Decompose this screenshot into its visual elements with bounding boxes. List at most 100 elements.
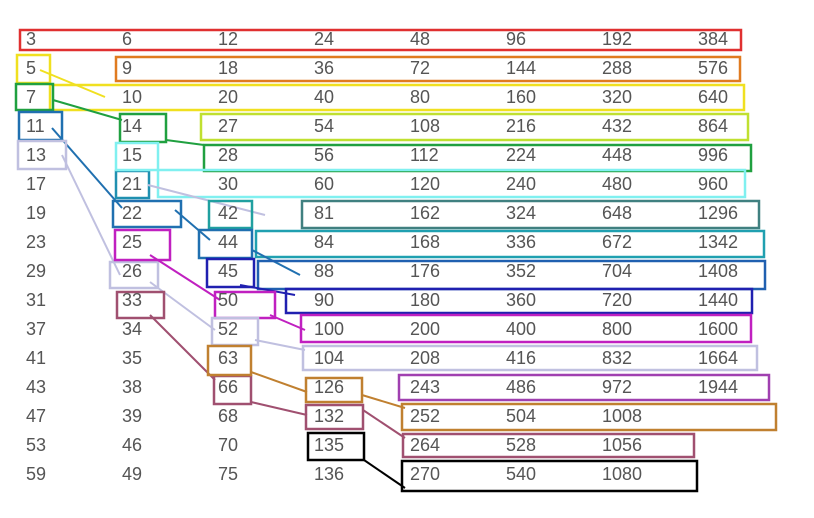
cell: 162 (410, 203, 440, 223)
cell: 704 (602, 261, 632, 281)
connector (149, 314, 216, 381)
connector (174, 209, 211, 241)
cell: 21 (122, 174, 142, 194)
cell: 53 (26, 435, 46, 455)
cell: 176 (410, 261, 440, 281)
box (18, 28, 743, 52)
cell: 960 (698, 174, 728, 194)
box (306, 431, 366, 462)
cell: 10 (122, 87, 142, 107)
box (16, 139, 68, 171)
connector (39, 69, 106, 98)
cell: 11 (26, 116, 45, 136)
cell: 352 (506, 261, 536, 281)
box (108, 260, 160, 290)
cell: 720 (602, 290, 632, 310)
cell: 26 (122, 261, 142, 281)
cell: 270 (410, 464, 440, 484)
cell: 104 (314, 348, 344, 368)
box (207, 199, 254, 230)
connector (254, 339, 306, 351)
cell: 448 (602, 145, 632, 165)
cell: 432 (602, 116, 632, 136)
cell: 17 (26, 174, 46, 194)
cell: 14 (122, 116, 142, 136)
cell: 33 (122, 290, 142, 310)
box (304, 403, 365, 431)
cell: 90 (314, 290, 334, 310)
cell: 9 (122, 58, 132, 78)
cell: 46 (122, 435, 142, 455)
cell: 80 (410, 87, 430, 107)
cell: 1008 (602, 406, 642, 426)
cell: 42 (218, 203, 238, 223)
cell: 136 (314, 464, 344, 484)
cell: 37 (26, 319, 46, 339)
cell: 38 (122, 377, 142, 397)
cell: 160 (506, 87, 536, 107)
box (206, 344, 253, 377)
cell: 1664 (698, 348, 738, 368)
cell: 13 (26, 145, 46, 165)
box (401, 432, 696, 459)
cell: 400 (506, 319, 536, 339)
cell: 60 (314, 174, 334, 194)
cell: 31 (26, 290, 46, 310)
cell: 47 (26, 406, 46, 426)
cell: 168 (410, 232, 440, 252)
cell: 1944 (698, 377, 738, 397)
connector (149, 254, 221, 301)
cell: 3 (26, 29, 36, 49)
cell: 59 (26, 464, 46, 484)
cell: 40 (314, 87, 334, 107)
box (299, 313, 753, 344)
connector (250, 401, 308, 416)
cell: 23 (26, 232, 46, 252)
cell: 41 (26, 348, 46, 368)
cell: 39 (122, 406, 142, 426)
box (400, 402, 778, 432)
box (199, 112, 750, 142)
connector (250, 371, 308, 393)
connector (362, 409, 406, 439)
cell: 200 (410, 319, 440, 339)
cell: 243 (410, 377, 440, 397)
cell: 81 (314, 203, 334, 223)
cell: 88 (314, 261, 334, 281)
connector (165, 139, 205, 146)
cell: 132 (314, 406, 344, 426)
cell: 50 (218, 290, 238, 310)
cell: 120 (410, 174, 440, 194)
cell: 52 (218, 319, 238, 339)
box (113, 228, 172, 262)
cell: 96 (506, 29, 526, 49)
connector (149, 281, 216, 331)
box (284, 287, 754, 315)
cell: 384 (698, 29, 728, 49)
cell: 416 (506, 348, 536, 368)
cell: 70 (218, 435, 238, 455)
cell: 864 (698, 116, 728, 136)
box (202, 143, 753, 173)
cell: 216 (506, 116, 536, 136)
cell: 100 (314, 319, 344, 339)
cell: 320 (602, 87, 632, 107)
cell: 1056 (602, 435, 642, 455)
box (205, 257, 256, 289)
cell: 224 (506, 145, 536, 165)
box (397, 373, 771, 402)
box (400, 459, 699, 493)
cell: 28 (218, 145, 238, 165)
cell: 20 (218, 87, 238, 107)
cell: 63 (218, 348, 238, 368)
cell: 12 (218, 29, 238, 49)
cell: 7 (26, 87, 36, 107)
cell: 25 (122, 232, 142, 252)
cell: 1080 (602, 464, 642, 484)
connector (251, 249, 301, 276)
cell: 1408 (698, 261, 738, 281)
box (304, 376, 364, 404)
cell: 208 (410, 348, 440, 368)
connector (363, 459, 406, 489)
